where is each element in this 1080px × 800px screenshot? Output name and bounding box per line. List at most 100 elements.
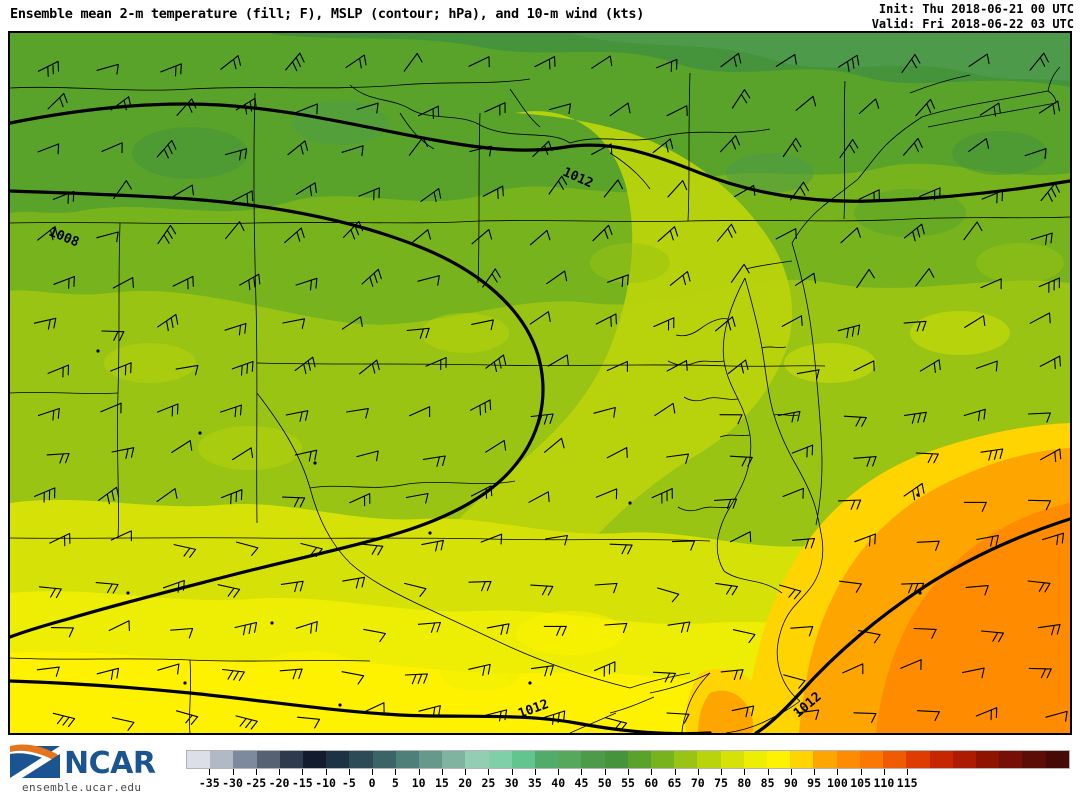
wind-barb [903, 320, 927, 332]
colorbar-labels: -35 -30 -25 -20 -15 -10 -5 0 5 10 15 20 25 30 35 40 45 50… [0, 776, 1080, 796]
wind-barb [96, 63, 119, 75]
wind-barb [404, 673, 428, 685]
wind-barb [781, 315, 803, 327]
wind-barb [528, 491, 550, 503]
wind-barb [341, 145, 364, 157]
colorbar-tick [558, 769, 560, 775]
wind-barb [422, 455, 446, 467]
wind-barb [594, 582, 618, 594]
wind-barb [111, 717, 135, 731]
wind-barb [727, 359, 749, 375]
wind-barb [100, 402, 122, 414]
colorbar-swatch [674, 751, 698, 768]
wind-barb [101, 142, 123, 154]
colorbar-swatch [535, 751, 559, 768]
colorbar-swatch [836, 751, 860, 768]
colorbar-tick [814, 769, 816, 775]
wind-barb [220, 55, 242, 70]
colorbar[interactable] [186, 750, 1070, 769]
wind-barb [981, 190, 1004, 204]
init-time: Init: Thu 2018-06-21 00 UTC [878, 2, 1074, 16]
wind-barb [963, 221, 983, 241]
wind-barb [1029, 52, 1049, 71]
wind-barb [840, 227, 861, 244]
wind-barb [543, 625, 567, 636]
wind-barb [790, 626, 814, 637]
wind-barb [666, 453, 690, 465]
wind-barb [408, 137, 429, 156]
colorbar-tick-label: 75 [714, 776, 728, 790]
colorbar-tick [907, 769, 909, 775]
wind-barb [591, 55, 613, 69]
wind-barb [729, 531, 752, 543]
wind-barb [47, 364, 70, 378]
wind-barb [734, 184, 756, 198]
wind-barb [484, 102, 506, 116]
wind-barb [425, 357, 447, 371]
wind-barb [782, 487, 805, 499]
station-marker [916, 493, 920, 497]
wind-barb [468, 580, 492, 592]
wind-barb [406, 327, 430, 339]
wind-barb [603, 179, 624, 198]
colorbar-swatch [419, 751, 443, 768]
wind-barb [962, 667, 985, 679]
wind-barb [284, 227, 305, 244]
wind-barb [913, 627, 937, 639]
colorbar-swatch [442, 751, 466, 768]
colorbar-tick-label: 60 [644, 776, 659, 790]
colorbar-ticks [186, 769, 1070, 777]
wind-barb [235, 97, 257, 115]
wind-barb [282, 318, 306, 329]
wind-barb [530, 584, 554, 596]
wind-barb [156, 403, 179, 417]
wind-barb [838, 580, 862, 593]
wind-barb [172, 184, 194, 197]
station-marker [126, 591, 130, 595]
colorbar-tick [302, 769, 304, 775]
colorbar-swatch [372, 751, 396, 768]
wind-barb [342, 576, 366, 589]
wind-barb [915, 98, 936, 117]
wind-barb [1028, 667, 1052, 679]
wind-barb [172, 275, 194, 290]
colorbar-tick [348, 769, 350, 775]
colorbar-tick-label: 105 [850, 776, 872, 790]
wind-barb [653, 317, 675, 331]
wind-barb [666, 360, 688, 372]
wind-barb [789, 181, 809, 201]
wind-barb [980, 278, 1002, 290]
wind-barb [838, 499, 862, 510]
colorbar-swatch [210, 751, 234, 768]
colorbar-tick-label: -10 [315, 776, 336, 790]
station-marker [96, 349, 100, 353]
colorbar-tick [209, 769, 211, 775]
ncar-logo[interactable]: NCAR ensemble.ucar.edu [8, 740, 178, 796]
wind-barb [919, 187, 941, 201]
wind-barb [534, 55, 556, 70]
colorbar-swatch [256, 751, 280, 768]
wind-barb [232, 447, 254, 461]
wind-barb [405, 492, 429, 504]
wind-barb [858, 98, 880, 115]
colorbar-tick [697, 769, 699, 775]
colorbar-tick [488, 769, 490, 775]
colorbar-tick [790, 769, 792, 775]
station-marker [313, 461, 317, 465]
wind-barb [854, 533, 876, 547]
wind-barb [652, 138, 674, 154]
wind-barb [1045, 710, 1068, 722]
colorbar-swatch [511, 751, 536, 768]
colorbar-tick-label: 45 [574, 776, 589, 790]
wind-barb [604, 622, 628, 634]
wind-barb [410, 229, 432, 245]
colorbar-swatch [1045, 751, 1069, 768]
colorbar-swatch [558, 751, 582, 768]
map-canvas[interactable]: 1012 1008 1012 1012 [8, 31, 1072, 735]
colorbar-swatch [906, 751, 930, 768]
wind-barb [341, 671, 365, 685]
wind-barb [919, 359, 941, 374]
colorbar-tick-label: 70 [690, 776, 705, 790]
colorbar-tick-label: 0 [368, 776, 376, 790]
